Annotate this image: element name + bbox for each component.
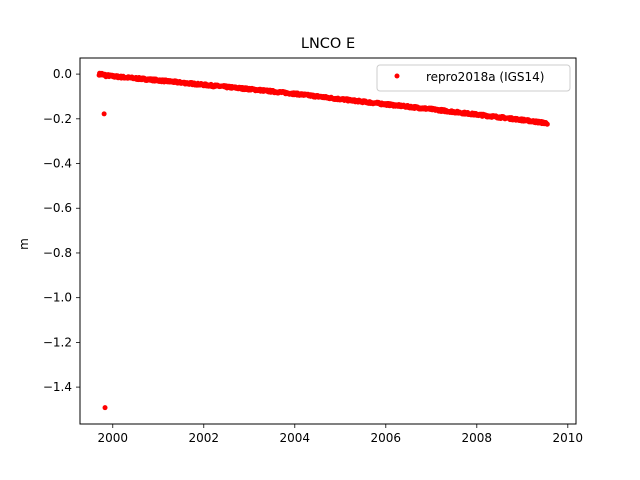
data-point	[544, 121, 550, 127]
y-tick-label: −0.4	[43, 157, 72, 171]
y-tick-label: 0.0	[53, 67, 72, 81]
y-tick-label: −1.0	[43, 291, 72, 305]
y-tick-label: −0.2	[43, 112, 72, 126]
x-tick-label: 2002	[188, 431, 219, 445]
legend: repro2018a (IGS14)	[376, 64, 571, 92]
plot-frame	[79, 57, 577, 425]
y-tick-label: −0.6	[43, 201, 72, 215]
x-tick-label: 2000	[97, 431, 128, 445]
y-axis: 0.0 −0.2 −0.4 −0.6 −0.8 −1.0 −1.2 −1.4	[43, 67, 80, 394]
data-points	[96, 70, 550, 411]
data-point	[103, 74, 109, 80]
x-tick-label: 2006	[371, 431, 402, 445]
y-tick-label: −1.2	[43, 335, 72, 349]
data-point	[102, 405, 108, 411]
legend-label: repro2018a (IGS14)	[426, 70, 544, 84]
x-tick-label: 2010	[553, 431, 584, 445]
legend-box	[376, 64, 571, 92]
y-tick-label: −1.4	[43, 380, 72, 394]
y-tick-label: −0.8	[43, 246, 72, 260]
x-tick-label: 2004	[280, 431, 311, 445]
y-axis-label: m	[17, 238, 31, 250]
x-axis: 2000 2002 2004 2006 2008 2010	[97, 424, 583, 445]
chart-title: LNCO E	[301, 36, 355, 52]
data-point	[101, 111, 107, 117]
x-tick-label: 2008	[462, 431, 493, 445]
legend-marker	[394, 73, 400, 79]
